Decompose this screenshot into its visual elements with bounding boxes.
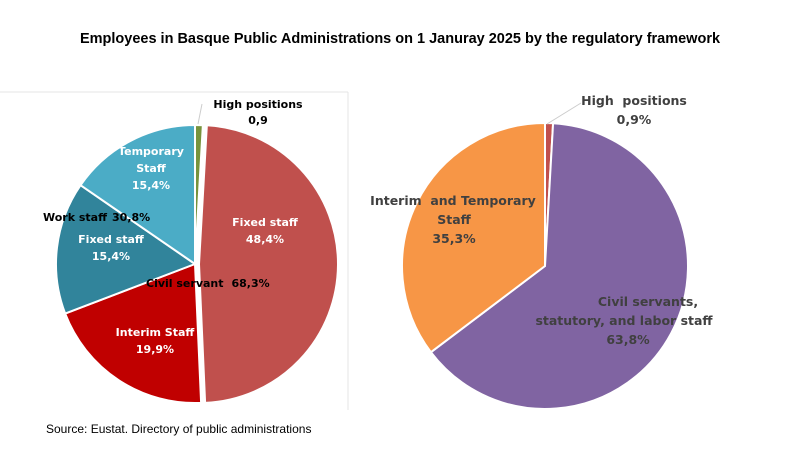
value-fixed-staff-civil: 48,4%	[246, 233, 284, 246]
pie-slice-civil-servants-statutory-and-labor-staff	[429, 122, 689, 410]
label-temporary-staff-1: Temporary	[118, 145, 184, 158]
source-note: Source: Eustat. Directory of public admi…	[46, 422, 312, 436]
leader-line-high-positions	[197, 103, 203, 125]
value-interim-staff: 19,9%	[136, 343, 174, 356]
value-temporary-staff: 15,4%	[132, 179, 170, 192]
leader-line-high-positions-right	[546, 102, 582, 125]
label-high-positions-right: High positions	[581, 93, 687, 108]
pie-slice-fixed-staff	[197, 124, 340, 404]
label-civil-servants-2: statutory, and labor staff	[535, 313, 713, 328]
value-interim-temporary: 35,3%	[432, 231, 476, 246]
label-interim-temporary-2: Staff	[437, 212, 471, 227]
value-high-positions: 0,9	[248, 114, 268, 127]
label-civil-servants-1: Civil servants,	[598, 294, 698, 309]
label-interim-temporary-1: Interim and Temporary	[370, 193, 536, 208]
label-interim-staff: Interim Staff	[116, 326, 195, 339]
value-fixed-staff-work: 15,4%	[92, 250, 130, 263]
pie-slice-temporary-staff	[79, 123, 196, 266]
label-fixed-staff-work: Fixed staff	[78, 233, 144, 246]
pie-slice-interim-staff	[63, 262, 203, 404]
left-pie	[55, 123, 340, 404]
value-high-positions-right: 0,9%	[617, 112, 652, 127]
label-high-positions: High positions	[213, 98, 303, 111]
group-label-civil-servant: Civil servant 68,3%	[146, 277, 270, 290]
group-label-work-staff: Work staff 30,8%	[43, 211, 150, 224]
label-temporary-staff-2: Staff	[136, 162, 166, 175]
chart-title: Employees in Basque Public Administratio…	[79, 31, 721, 47]
right-pie	[401, 121, 689, 410]
value-civil-servants: 63,8%	[606, 332, 650, 347]
pie-slice-fixed-staff	[55, 183, 198, 315]
label-fixed-staff-civil: Fixed staff	[232, 216, 298, 229]
pie-slice-interim-and-temporary-staff	[401, 121, 546, 354]
